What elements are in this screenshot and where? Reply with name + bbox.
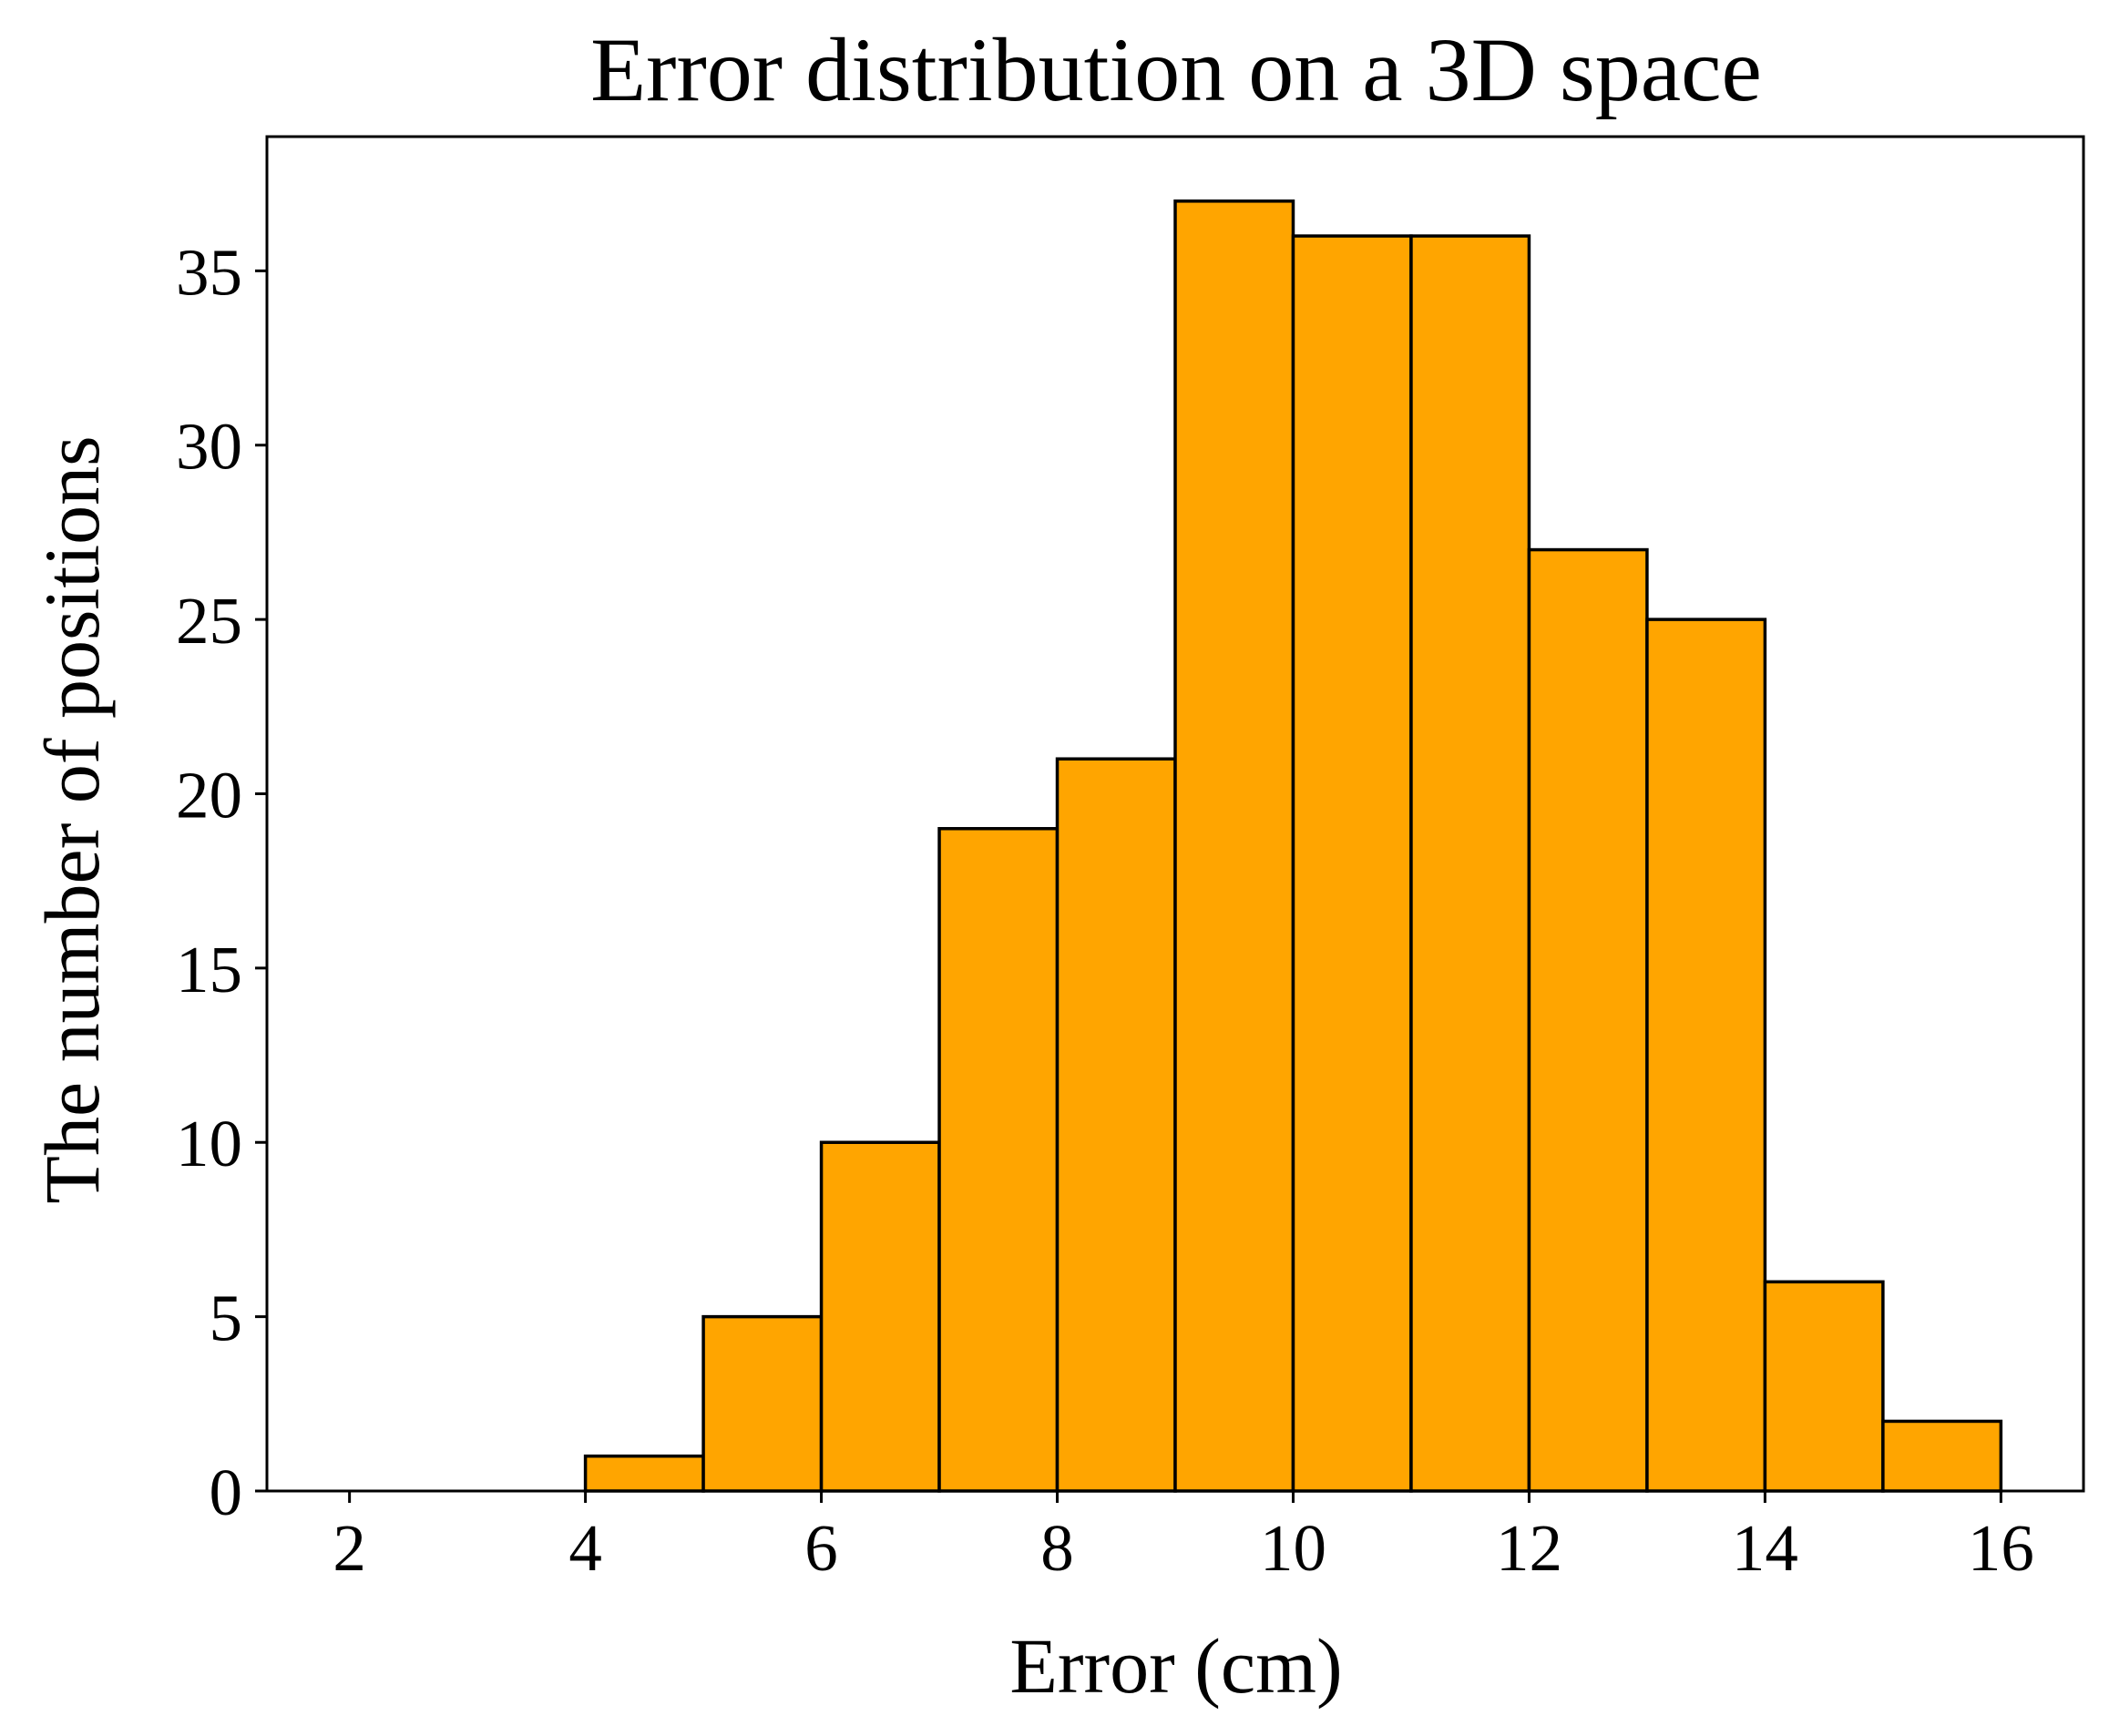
y-tick-label-3: 15 bbox=[176, 933, 242, 1006]
histogram-bar-8 bbox=[1291, 234, 1413, 1493]
histogram-bar-6 bbox=[1055, 757, 1177, 1493]
histogram-bar-12 bbox=[1763, 1280, 1885, 1493]
histogram-bar-9 bbox=[1409, 234, 1531, 1493]
x-tick-label-3: 8 bbox=[1040, 1511, 1074, 1585]
y-tick-label-6: 30 bbox=[176, 410, 242, 484]
histogram-bar-13 bbox=[1881, 1419, 2003, 1493]
y-tick-label-4: 20 bbox=[176, 758, 242, 832]
x-tick-label-0: 2 bbox=[333, 1511, 366, 1585]
x-tick-label-4: 10 bbox=[1260, 1511, 1326, 1585]
bars-layer bbox=[583, 199, 2003, 1493]
y-tick-label-0: 0 bbox=[210, 1455, 243, 1529]
x-tick-label-6: 14 bbox=[1732, 1511, 1798, 1585]
histogram-bar-3 bbox=[701, 1314, 824, 1493]
y-axis-label: The number of positions bbox=[28, 435, 116, 1203]
x-tick-label-2: 6 bbox=[804, 1511, 838, 1585]
histogram-bar-5 bbox=[937, 827, 1060, 1493]
histogram-bar-7 bbox=[1173, 199, 1295, 1493]
x-axis-label: Error (cm) bbox=[1009, 1622, 1342, 1710]
x-tick-label-5: 12 bbox=[1496, 1511, 1562, 1585]
plot-frame bbox=[265, 135, 2085, 1493]
histogram-bar-10 bbox=[1527, 547, 1649, 1493]
y-tick-label-2: 10 bbox=[176, 1107, 242, 1180]
histogram-bar-11 bbox=[1645, 618, 1767, 1493]
y-tick-label-7: 35 bbox=[176, 235, 242, 309]
histogram-bar-4 bbox=[819, 1140, 941, 1493]
x-tick-label-7: 16 bbox=[1968, 1511, 2034, 1585]
ticks-layer: 2 4 6 8 10 12 14 16 0 5 10 15 20 25 30 35 bbox=[176, 235, 2034, 1585]
y-tick-label-5: 25 bbox=[176, 584, 242, 658]
x-tick-label-1: 4 bbox=[568, 1511, 602, 1585]
y-tick-label-1: 5 bbox=[210, 1282, 243, 1355]
chart-title: Error distribution on a 3D space bbox=[590, 19, 1762, 120]
histogram-bar-2 bbox=[583, 1454, 705, 1493]
